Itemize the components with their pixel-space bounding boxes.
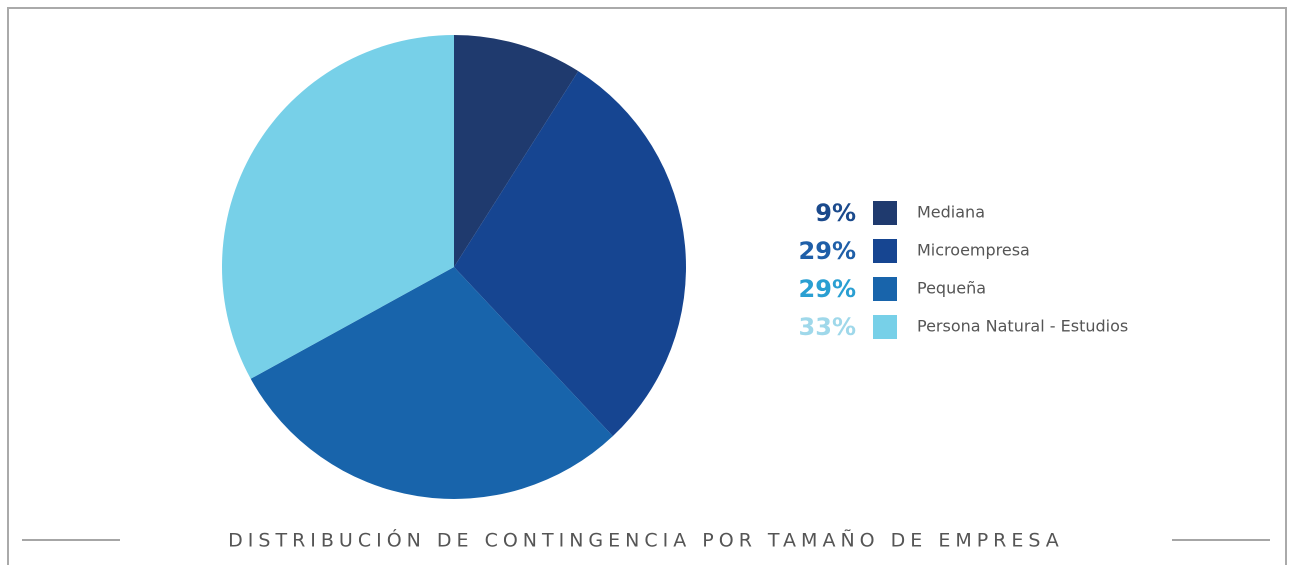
value-label: 29%	[799, 275, 856, 303]
legend-swatch	[873, 315, 897, 339]
value-label: 33%	[799, 313, 856, 341]
legend-label: Pequeña	[917, 279, 986, 298]
value-label: 9%	[815, 199, 856, 227]
legend-swatch	[873, 239, 897, 263]
legend-swatch	[873, 277, 897, 301]
chart-title: DISTRIBUCIÓN DE CONTINGENCIA POR TAMAÑO …	[228, 528, 1064, 552]
legend-swatch	[873, 201, 897, 225]
pie-slice	[222, 35, 454, 379]
frame	[7, 7, 1287, 565]
value-label: 29%	[799, 237, 856, 265]
legend-label: Persona Natural - Estudios	[917, 317, 1128, 336]
legend-label: Mediana	[917, 203, 985, 222]
pie-slice	[250, 267, 613, 499]
pie-slice	[454, 35, 579, 267]
pie-slice	[454, 71, 686, 437]
legend-label: Microempresa	[917, 241, 1030, 260]
